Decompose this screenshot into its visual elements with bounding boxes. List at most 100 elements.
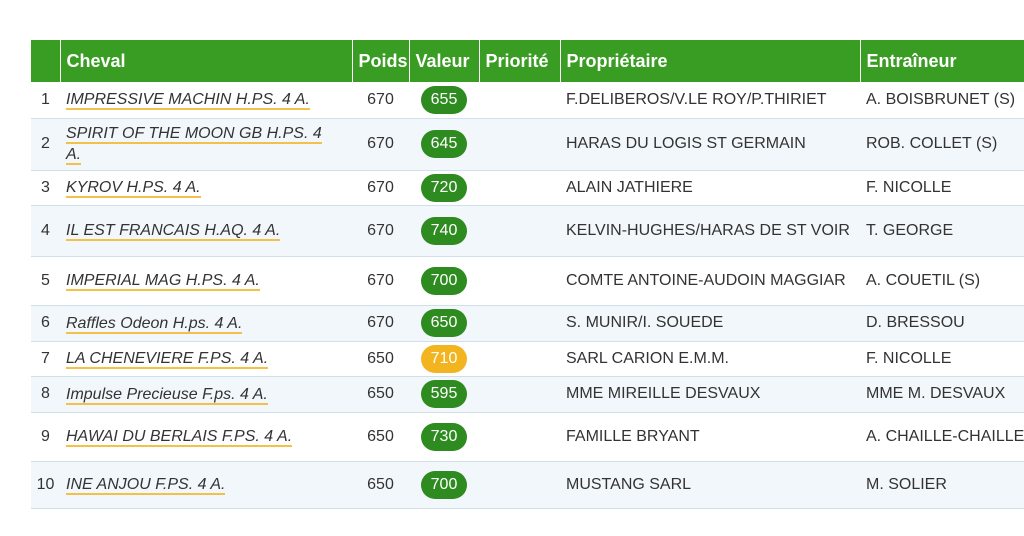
header-row: Cheval Poids Valeur Priorité Propriétair… — [31, 40, 1024, 82]
declared-runners-table: Cheval Poids Valeur Priorité Propriétair… — [31, 40, 1024, 509]
header-value[interactable]: Valeur — [409, 40, 480, 82]
priority-cell — [479, 341, 560, 376]
horse-link[interactable]: LA CHENEVIERE F.PS. 4 A. — [66, 350, 269, 369]
runners-table: Cheval Poids Valeur Priorité Propriétair… — [31, 40, 1024, 509]
horse-link[interactable]: IMPERIAL MAG H.PS. 4 A. — [66, 272, 260, 291]
table-row[interactable]: 6 Raffles Odeon H.ps. 4 A. 670 650 S. MUNIR/… — [31, 305, 1024, 341]
value-cell: 650 — [409, 305, 479, 341]
value-badge: 700 — [421, 470, 467, 499]
trainer-cell: A. BOISBRUNET (S) — [866, 90, 1016, 108]
table-row[interactable]: 7 LA CHENEVIERE F.PS. 4 A. 650 710 SARL CARI… — [31, 341, 1024, 376]
value-badge: 645 — [421, 130, 467, 158]
rank-cell: 7 — [41, 349, 50, 367]
owner-cell: ALAIN JATHIERE — [566, 178, 693, 196]
value-cell: 710 — [409, 341, 479, 376]
owner-cell: MME MIREILLE DESVAUX — [566, 385, 761, 402]
rank-cell: 4 — [41, 221, 50, 239]
weight-cell: 650 — [367, 349, 394, 367]
horse-link[interactable]: IL EST FRANCAIS H.AQ. 4 A. — [66, 222, 281, 241]
rank-cell: 8 — [41, 385, 50, 402]
header-trainer[interactable]: Entraîneur — [866, 50, 957, 71]
value-badge: 740 — [421, 216, 467, 245]
horse-link[interactable]: Raffles Odeon H.ps. 4 A. — [66, 314, 243, 334]
weight-cell: 670 — [367, 221, 394, 239]
weight-cell: 670 — [367, 135, 394, 152]
horse-link[interactable]: KYROV H.PS. 4 A. — [66, 179, 201, 198]
horse-cell: SPIRIT OF THE MOON GB H.PS. 4 A. — [60, 118, 352, 170]
horse-cell: KYROV H.PS. 4 A. — [60, 170, 352, 205]
value-cell: 700 — [409, 461, 479, 508]
value-cell: 595 — [409, 376, 479, 412]
value-badge: 720 — [421, 173, 467, 202]
table-row[interactable]: 4 IL EST FRANCAIS H.AQ. 4 A. 670 740 KELVIN-… — [31, 205, 1024, 256]
table-row[interactable]: 8 Impulse Precieuse F.ps. 4 A. 650 595 MME M… — [31, 376, 1024, 412]
owner-cell: KELVIN-HUGHES/HARAS DE ST VOIR — [566, 221, 850, 239]
rank-cell: 1 — [41, 90, 50, 108]
horse-link[interactable]: Impulse Precieuse F.ps. 4 A. — [66, 385, 268, 405]
rank-cell: 9 — [41, 427, 50, 445]
table-row[interactable]: 2 SPIRIT OF THE MOON GB H.PS. 4 A. 670 645 H… — [31, 118, 1024, 170]
owner-cell: FAMILLE BRYANT — [566, 427, 700, 445]
value-cell: 700 — [409, 256, 479, 305]
priority-cell — [479, 170, 560, 205]
horse-cell: Impulse Precieuse F.ps. 4 A. — [60, 376, 352, 412]
priority-cell — [479, 82, 560, 118]
owner-cell: COMTE ANTOINE-AUDOIN MAGGIAR — [566, 271, 846, 289]
header-owner[interactable]: Propriétaire — [560, 40, 861, 82]
owner-cell: HARAS DU LOGIS ST GERMAIN — [566, 135, 806, 152]
horse-cell: Raffles Odeon H.ps. 4 A. — [60, 305, 352, 341]
trainer-cell: T. GEORGE — [866, 221, 954, 239]
header-priority[interactable]: Priorité — [479, 40, 561, 82]
rank-cell: 2 — [41, 135, 50, 152]
rank-cell: 3 — [41, 178, 50, 196]
table-header: Cheval Poids Valeur Priorité Propriétair… — [31, 40, 1024, 82]
horse-cell: IMPERIAL MAG H.PS. 4 A. — [60, 256, 352, 305]
horse-link[interactable]: HAWAI DU BERLAIS F.PS. 4 A. — [66, 428, 293, 447]
priority-cell — [479, 376, 560, 412]
priority-cell — [479, 305, 560, 341]
trainer-cell: M. SOLIER — [866, 475, 947, 493]
table-row[interactable]: 3 KYROV H.PS. 4 A. 670 720 ALAIN JATHIERE F. … — [31, 170, 1024, 205]
horse-cell: HAWAI DU BERLAIS F.PS. 4 A. — [60, 412, 352, 461]
weight-cell: 670 — [367, 271, 394, 289]
priority-cell — [479, 461, 560, 508]
weight-cell: 650 — [367, 427, 394, 445]
header-rank — [31, 40, 61, 82]
header-horse[interactable]: Cheval — [60, 40, 353, 82]
value-badge: 710 — [421, 344, 467, 373]
rank-cell: 5 — [41, 271, 50, 289]
table-body: 1 IMPRESSIVE MACHIN H.PS. 4 A. 670 655 F.DEL… — [31, 82, 1024, 508]
horse-cell: IMPRESSIVE MACHIN H.PS. 4 A. — [60, 82, 352, 118]
weight-cell: 670 — [367, 90, 394, 108]
table-row[interactable]: 10 INE ANJOU F.PS. 4 A. 650 700 MUSTANG SARL… — [31, 461, 1024, 508]
horse-link[interactable]: IMPRESSIVE MACHIN H.PS. 4 A. — [66, 91, 310, 111]
priority-cell — [479, 118, 560, 170]
value-badge: 595 — [421, 380, 467, 408]
horse-link[interactable]: SPIRIT OF THE MOON GB H.PS. 4 A. — [66, 125, 322, 165]
trainer-cell: ROB. COLLET (S) — [866, 135, 998, 152]
rank-cell: 10 — [36, 475, 55, 493]
horse-cell: LA CHENEVIERE F.PS. 4 A. — [60, 341, 352, 376]
value-badge: 650 — [421, 309, 467, 337]
weight-cell: 650 — [367, 385, 394, 402]
horse-link[interactable]: INE ANJOU F.PS. 4 A. — [66, 476, 226, 495]
value-badge: 730 — [421, 422, 467, 451]
owner-cell: S. MUNIR/I. SOUEDE — [566, 314, 724, 331]
trainer-cell: MME M. DESVAUX — [866, 385, 1006, 402]
value-cell: 655 — [409, 82, 479, 118]
value-cell: 720 — [409, 170, 479, 205]
horse-cell: IL EST FRANCAIS H.AQ. 4 A. — [60, 205, 352, 256]
weight-cell: 650 — [367, 475, 394, 493]
table-row[interactable]: 5 IMPERIAL MAG H.PS. 4 A. 670 700 COMTE ANTO… — [31, 256, 1024, 305]
table-row[interactable]: 1 IMPRESSIVE MACHIN H.PS. 4 A. 670 655 F.DEL… — [31, 82, 1024, 118]
value-cell: 730 — [409, 412, 479, 461]
owner-cell: SARL CARION E.M.M. — [566, 349, 729, 367]
owner-cell: F.DELIBEROS/V.LE ROY/P.THIRIET — [566, 90, 827, 108]
header-weight[interactable]: Poids — [352, 40, 410, 82]
value-cell: 645 — [409, 118, 479, 170]
table-row[interactable]: 9 HAWAI DU BERLAIS F.PS. 4 A. 650 730 FAMILL… — [31, 412, 1024, 461]
trainer-cell: F. NICOLLE — [866, 178, 952, 196]
priority-cell — [479, 256, 560, 305]
weight-cell: 670 — [367, 314, 394, 331]
horse-cell: INE ANJOU F.PS. 4 A. — [60, 461, 352, 508]
